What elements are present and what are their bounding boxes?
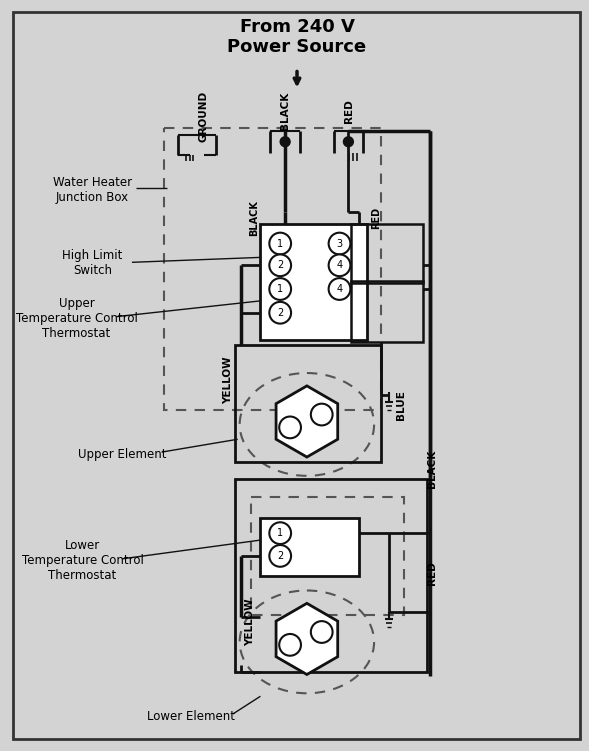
Text: 2: 2 — [277, 308, 283, 318]
Text: 1: 1 — [277, 239, 283, 249]
Circle shape — [280, 137, 290, 146]
Polygon shape — [276, 603, 337, 674]
Text: YELLOW: YELLOW — [246, 599, 256, 646]
Text: RED: RED — [428, 561, 438, 584]
Circle shape — [311, 621, 333, 643]
Circle shape — [329, 233, 350, 255]
Circle shape — [329, 278, 350, 300]
Circle shape — [279, 634, 301, 656]
Text: 4: 4 — [336, 284, 343, 294]
Bar — [164, 128, 381, 409]
Circle shape — [269, 233, 291, 255]
Text: 3: 3 — [336, 239, 343, 249]
Text: 1: 1 — [277, 284, 283, 294]
Text: BLACK: BLACK — [250, 200, 260, 236]
Text: RED: RED — [345, 99, 355, 123]
Text: Lower
Temperature Control
Thermostat: Lower Temperature Control Thermostat — [22, 539, 144, 582]
Text: High Limit
Switch: High Limit Switch — [62, 249, 123, 277]
Text: 2: 2 — [277, 551, 283, 561]
Circle shape — [329, 255, 350, 276]
Circle shape — [343, 137, 353, 146]
Text: BLACK: BLACK — [280, 92, 290, 130]
Bar — [352, 281, 422, 342]
Text: GROUND: GROUND — [198, 90, 208, 142]
Text: 2: 2 — [277, 261, 283, 270]
Text: Water Heater
Junction Box: Water Heater Junction Box — [53, 176, 132, 204]
Text: RED: RED — [371, 207, 381, 229]
Circle shape — [279, 417, 301, 439]
Bar — [235, 345, 381, 462]
Bar — [260, 518, 359, 576]
Circle shape — [269, 545, 291, 567]
Text: Lower Element: Lower Element — [147, 710, 235, 722]
Circle shape — [269, 522, 291, 544]
Text: BLUE: BLUE — [396, 390, 406, 420]
Polygon shape — [276, 386, 337, 457]
Bar — [352, 224, 422, 283]
Bar — [235, 479, 428, 671]
Bar — [250, 496, 403, 615]
Text: 1: 1 — [277, 528, 283, 538]
Circle shape — [311, 404, 333, 425]
Circle shape — [269, 278, 291, 300]
Text: Upper Element: Upper Element — [78, 448, 166, 460]
Text: 4: 4 — [336, 261, 343, 270]
Text: From 240 V
Power Source: From 240 V Power Source — [227, 17, 366, 56]
Text: YELLOW: YELLOW — [223, 356, 233, 404]
Text: Upper
Temperature Control
Thermostat: Upper Temperature Control Thermostat — [16, 297, 137, 340]
Circle shape — [269, 302, 291, 324]
Circle shape — [269, 255, 291, 276]
Bar — [260, 224, 367, 340]
Text: BLACK: BLACK — [428, 450, 438, 488]
